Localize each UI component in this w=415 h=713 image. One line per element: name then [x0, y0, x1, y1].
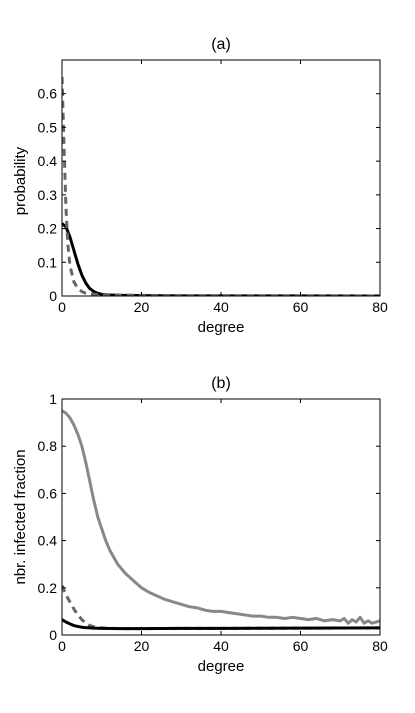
x-tick-label: 60	[293, 638, 309, 654]
y-axis-label: nbr. infected fraction	[12, 449, 29, 584]
y-tick-label: 0	[49, 627, 57, 643]
panel-b: (b) degree nbr. infected fraction 0 20 40 6…	[12, 375, 388, 675]
y-tick-label: 0.2	[38, 221, 58, 237]
y-tick-label: 0.3	[38, 187, 58, 203]
chart-title: (b)	[211, 375, 231, 392]
plot-area	[62, 409, 380, 631]
plot-frame	[61, 398, 381, 636]
x-tick-label: 40	[213, 638, 229, 654]
chart-title: (a)	[211, 36, 231, 53]
plot-frame	[61, 59, 381, 297]
y-tick-label: 0.8	[38, 438, 58, 454]
series-line-1	[62, 222, 380, 296]
x-tick-label: 20	[134, 638, 150, 654]
x-tick-label: 20	[134, 299, 150, 315]
x-tick-label: 40	[213, 299, 229, 315]
y-tick-label: 0.1	[38, 254, 58, 270]
x-tick-label: 0	[58, 638, 66, 654]
y-tick-label: 0.6	[38, 485, 58, 501]
series-line-2	[62, 584, 380, 631]
x-tick-label: 80	[372, 638, 388, 654]
x-axis-label: degree	[198, 319, 245, 336]
x-tick-label: 0	[58, 299, 66, 315]
series-line-3	[62, 618, 380, 631]
x-tick-label: 80	[372, 299, 388, 315]
x-axis-label: degree	[198, 658, 245, 675]
y-tick-label: 0.5	[38, 119, 58, 135]
y-tick-label: 0.6	[38, 86, 58, 102]
plot-area	[62, 76, 380, 296]
panel-a: (a) degree probability 0 20 40 60 80 0 0.1 0.2 0…	[12, 36, 388, 336]
x-tick-label: 60	[293, 299, 309, 315]
series-line-1	[62, 409, 380, 625]
y-tick-label: 0	[49, 288, 57, 304]
series-line-2	[62, 76, 380, 296]
y-tick-label: 0.2	[38, 580, 58, 596]
y-tick-label: 1	[49, 391, 57, 407]
y-tick-label: 0.4	[38, 533, 58, 549]
y-axis-label: probability	[12, 146, 29, 215]
y-tick-label: 0.4	[38, 153, 58, 169]
